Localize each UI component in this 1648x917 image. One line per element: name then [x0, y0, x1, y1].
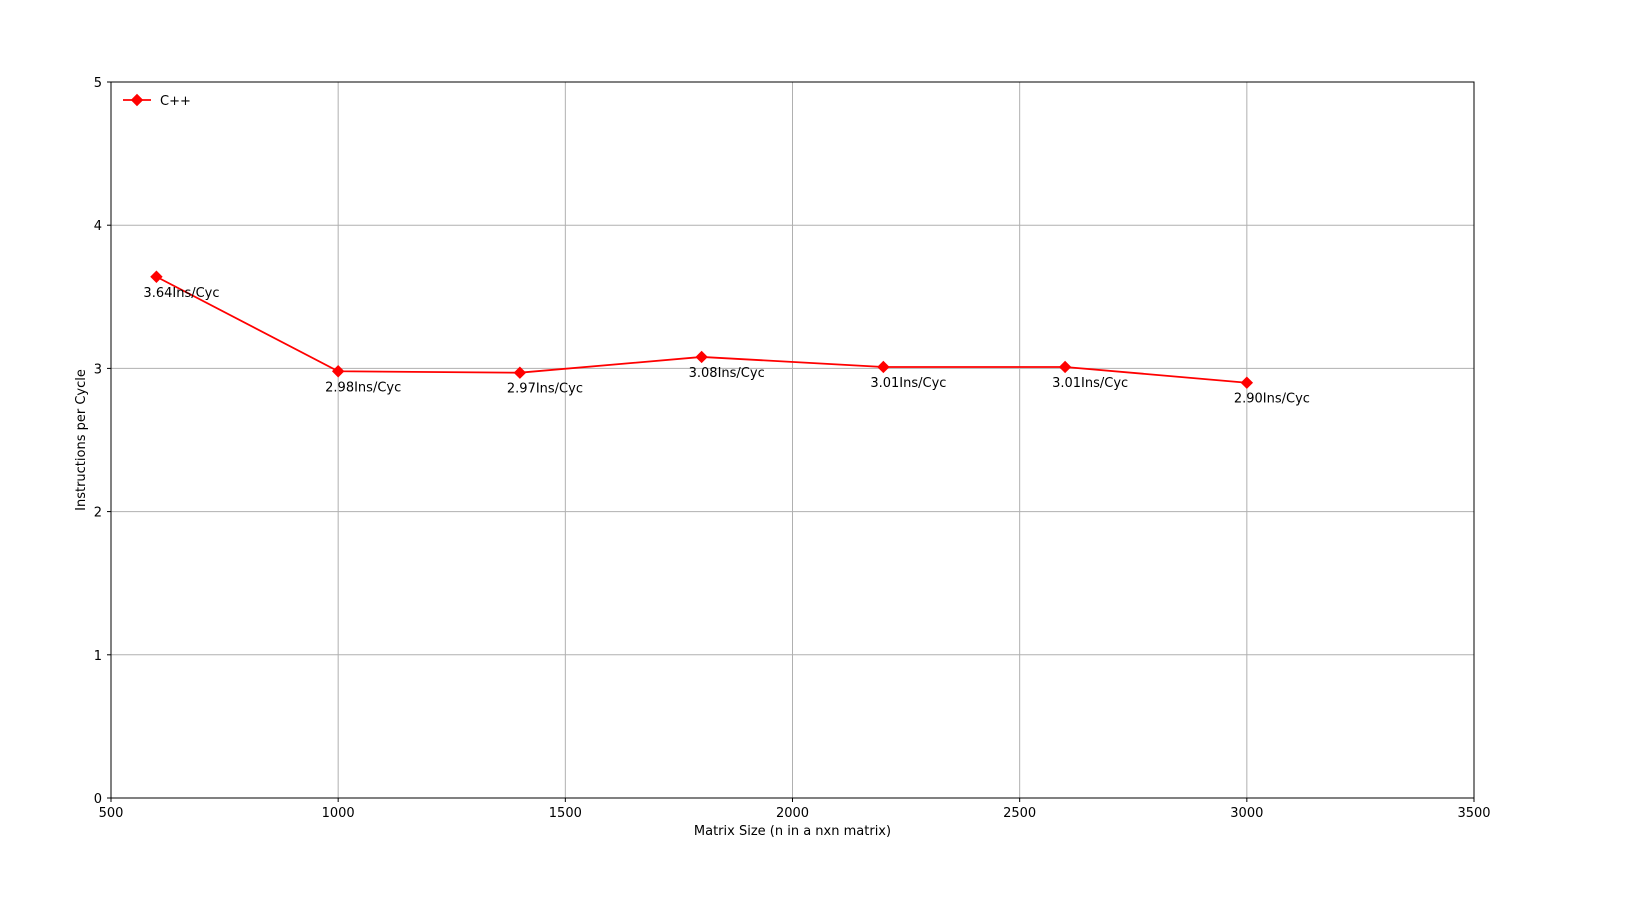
data-point-marker [695, 350, 708, 364]
x-axis-ticks: 500 1000 1500 2000 2500 3000 3500 [99, 798, 1491, 821]
x-tick-label: 3500 [1457, 806, 1490, 821]
grid-lines [110, 81, 1475, 799]
series-layer [150, 270, 1254, 389]
data-label: 3.64Ins/Cyc [143, 286, 219, 301]
x-tick-label: 1500 [549, 806, 582, 821]
x-tick-label: 3000 [1230, 806, 1263, 821]
x-tick-label: 2000 [776, 806, 809, 821]
x-tick-label: 500 [99, 806, 124, 821]
data-point-marker [1058, 360, 1072, 374]
data-label: 3.01Ins/Cyc [870, 376, 946, 391]
y-tick-label: 2 [94, 506, 102, 521]
data-label: 2.97Ins/Cyc [507, 382, 583, 397]
y-axis-label: Instructions per Cycle [74, 369, 89, 511]
data-label: 3.08Ins/Cyc [689, 366, 765, 381]
x-tick-label: 2500 [1003, 806, 1036, 821]
x-tick-label: 1000 [322, 806, 355, 821]
data-label: 3.01Ins/Cyc [1052, 376, 1128, 391]
y-tick-label: 4 [94, 219, 102, 234]
legend-marker-swatch [130, 93, 144, 107]
data-point-marker [1240, 376, 1254, 389]
y-tick-label: 5 [94, 76, 102, 91]
data-point-marker [331, 365, 345, 378]
x-axis-label: Matrix Size (n in a nxn matrix) [694, 824, 891, 839]
legend: C++ [123, 93, 191, 109]
data-point-marker [150, 270, 163, 283]
data-labels: 3.64Ins/Cyc 2.98Ins/Cyc 2.97Ins/Cyc 3.08Ins… [143, 286, 1309, 407]
y-tick-label: 3 [94, 362, 102, 377]
y-axis-ticks: 0 1 2 3 4 5 [94, 76, 111, 807]
data-label: 2.90Ins/Cyc [1234, 392, 1310, 407]
y-tick-label: 0 [94, 792, 102, 807]
legend-label: C++ [160, 94, 191, 109]
y-tick-label: 1 [94, 649, 102, 664]
data-point-marker [513, 366, 527, 379]
data-label: 2.98Ins/Cyc [325, 380, 401, 395]
data-point-marker [877, 360, 890, 374]
